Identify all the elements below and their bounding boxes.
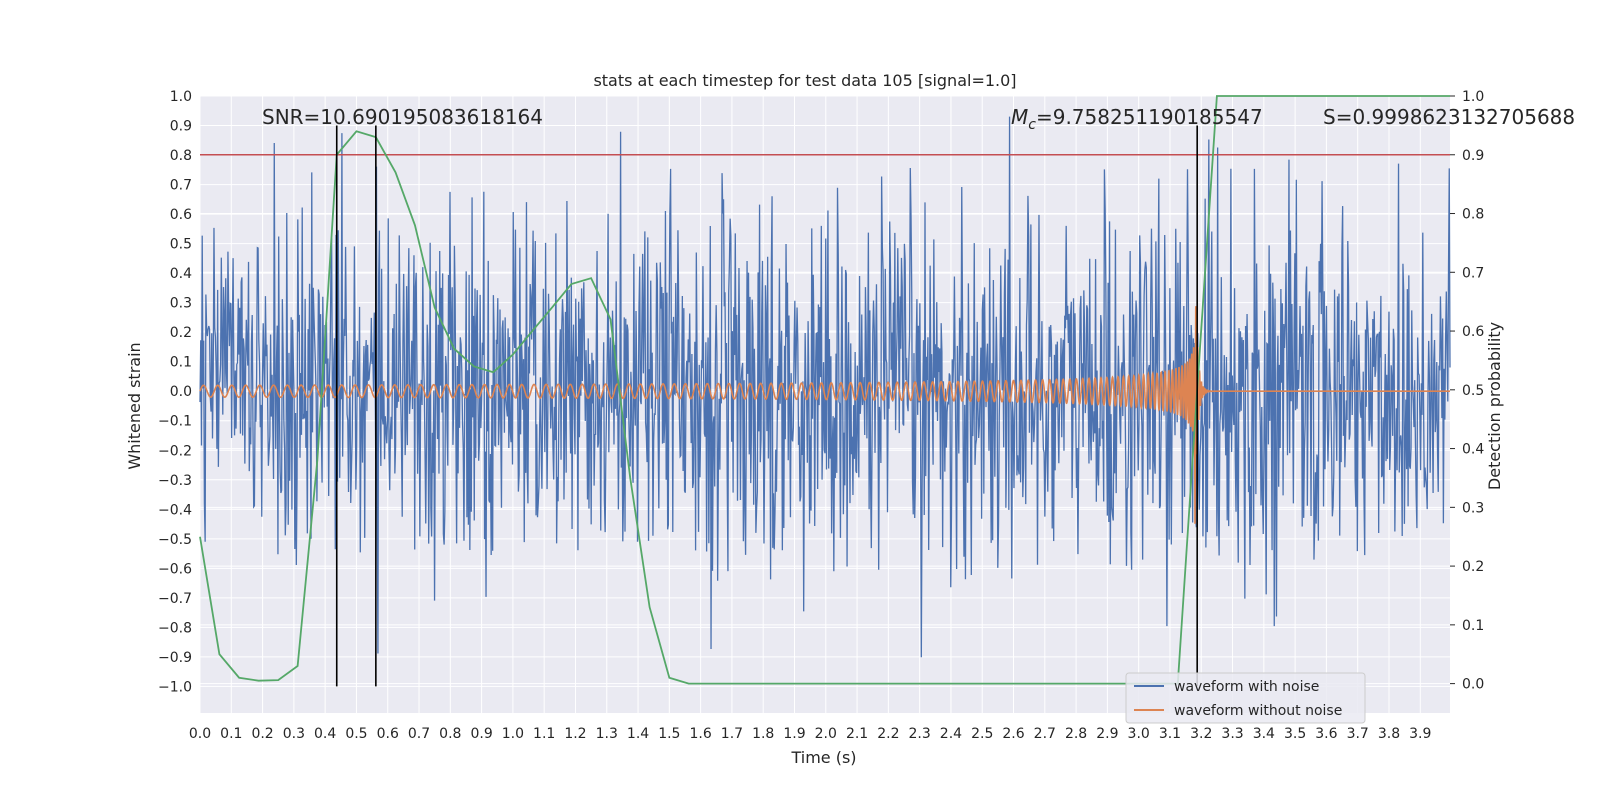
x-tick-label: 3.6 [1315,726,1337,742]
chirp-mass-annotation: Mc=9.758251190185547 [1011,105,1263,133]
x-tick-label: 2.8 [1065,726,1087,742]
noise-waveform-path [199,116,1451,658]
y-tick-label: 0.2 [170,325,192,341]
vertical-markers [335,125,1198,687]
y-tick-label: −1.0 [158,679,192,695]
y-tick-label: −0.1 [158,414,192,430]
x-tick-label: 2.5 [971,726,993,742]
y-tick-label: 1.0 [170,89,192,105]
snr-annotation: SNR=10.690195083618164 [262,105,543,129]
x-tick-label: 0.8 [439,726,461,742]
x-tick-label: 0.5 [345,726,367,742]
y2-axis-ticks: 1.0 0.9 0.8 0.7 0.6 0.5 0.4 0.3 0.2 0.1 0.0 [1450,89,1484,693]
y2-tick-label: 0.7 [1462,265,1484,281]
y-tick-label: −0.4 [158,502,192,518]
x-tick-label: 1.9 [783,726,805,742]
x-tick-label: 1.3 [596,726,618,742]
x-tick-label: 2.4 [940,726,962,742]
y-tick-label: 0.5 [170,237,192,253]
x-axis-label: Time (s) [790,748,856,767]
legend-box [1125,672,1366,724]
y2-tick-label: 1.0 [1462,89,1484,105]
x-tick-label: 3.7 [1347,726,1369,742]
x-tick-label: 3.3 [1221,726,1243,742]
y2-tick-label: 0.8 [1462,207,1484,223]
x-tick-label: 1.7 [721,726,743,742]
y-tick-label: −0.8 [158,620,192,636]
x-tick-label: 3.4 [1253,726,1275,742]
x-tick-label: 3.1 [1159,726,1181,742]
probability-path [199,95,1450,685]
x-tick-label: 3.5 [1284,726,1306,742]
y2-tick-label: 0.0 [1462,677,1484,693]
x-tick-label: 3.2 [1190,726,1212,742]
y-tick-label: 0.4 [170,266,192,282]
y-tick-label: −0.3 [158,473,192,489]
x-tick-label: 1.0 [502,726,524,742]
x-tick-label: 3.8 [1378,726,1400,742]
x-tick-label: 0.7 [408,726,430,742]
x-tick-label: 0.3 [283,726,305,742]
series-waveform-with-noise [199,116,1451,658]
y-tick-label: 0.7 [170,178,192,194]
y2-tick-label: 0.3 [1462,500,1484,516]
y-tick-label: 0.9 [170,119,192,135]
y2-tick-label: 0.6 [1462,324,1484,340]
x-tick-label: 1.2 [564,726,586,742]
x-tick-label: 2.1 [846,726,868,742]
x-tick-label: 2.3 [909,726,931,742]
legend: waveform with noise waveform without noi… [1125,672,1366,724]
y-tick-label: −0.5 [158,532,192,548]
x-tick-label: 0.6 [377,726,399,742]
x-tick-label: 2.0 [815,726,837,742]
y-tick-label: 0.1 [170,355,192,371]
y-tick-label: 0.6 [170,207,192,223]
x-tick-label: 0.0 [189,726,211,742]
x-tick-label: 0.2 [251,726,273,742]
clean-waveform-path [199,306,1450,524]
x-tick-label: 0.1 [220,726,242,742]
x-tick-label: 0.9 [470,726,492,742]
x-tick-label: 1.8 [752,726,774,742]
y-tick-label: 0.3 [170,296,192,312]
y2-tick-label: 0.2 [1462,559,1484,575]
x-tick-label: 2.9 [1096,726,1118,742]
x-tick-label: 2.6 [1002,726,1024,742]
x-tick-label: 2.2 [877,726,899,742]
y-axis-label: Whitened strain [125,342,144,469]
y-tick-label: −0.6 [158,561,192,577]
legend-label-clean: waveform without noise [1174,703,1342,719]
x-tick-label: 2.7 [1034,726,1056,742]
x-tick-label: 3.0 [1128,726,1150,742]
x-tick-label: 3.9 [1409,726,1431,742]
y2-tick-label: 0.9 [1462,148,1484,164]
chirp-mass-symbol: M [1011,105,1028,129]
y-tick-label: −0.7 [158,591,192,607]
series-waveform-without-noise [199,306,1450,524]
y-tick-label: 0.0 [170,384,192,400]
chirp-mass-subscript: c [1028,117,1036,133]
y2-axis-label: Detection probability [1485,322,1504,490]
legend-label-noise: waveform with noise [1174,679,1319,695]
y2-tick-label: 0.5 [1462,383,1484,399]
series-detection-probability [199,95,1450,685]
x-tick-label: 1.6 [689,726,711,742]
y-axis-ticks: 1.0 0.9 0.8 0.7 0.6 0.5 0.4 0.3 0.2 0.1 0.0 −0.1 −0.… [158,89,192,695]
x-tick-label: 0.4 [314,726,336,742]
x-axis-ticks: 0.0 0.1 0.2 0.3 0.4 0.5 0.6 0.7 0.8 0.9 1.0 1.1 1.2 1… [189,726,1432,742]
x-tick-label: 1.5 [658,726,680,742]
y2-tick-label: 0.1 [1462,618,1484,634]
y-tick-label: −0.2 [158,443,192,459]
significance-annotation: S=0.9998623132705688 [1323,105,1575,129]
y2-tick-label: 0.4 [1462,442,1484,458]
x-tick-label: 1.1 [533,726,555,742]
x-tick-label: 1.4 [627,726,649,742]
y-tick-label: 0.8 [170,148,192,164]
chirp-mass-value: =9.758251190185547 [1036,105,1263,129]
chart-title: stats at each timestep for test data 105… [593,71,1016,90]
y-tick-label: −0.9 [158,650,192,666]
